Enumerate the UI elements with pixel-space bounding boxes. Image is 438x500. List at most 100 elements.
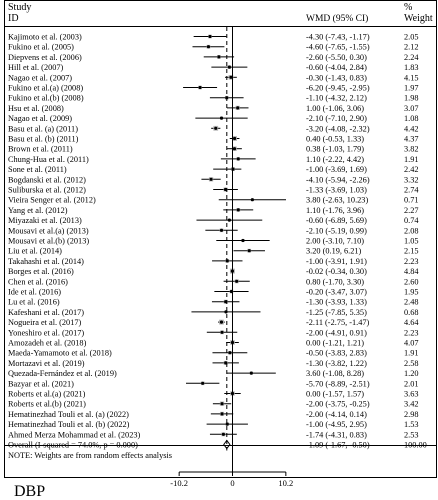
study-point-estimate [220,402,224,406]
study-weight-text: 4.84 [404,267,419,276]
study-ci-text: -0.02 (-0.34, 0.30) [306,267,367,276]
study-weight-text: 2.12 [404,43,419,52]
study-label: Roberts et al.(a) (2021) [8,390,86,399]
header-effect: WMD (95% CI) [306,13,368,24]
study-point-estimate [236,157,240,161]
study-ci-text: -2.10 (-7.10, 2.90) [306,114,367,123]
study-row: Mortazavi et al. (2019) -1.30 (-3.82, 1.2… [8,359,419,368]
header-weight-pct: % [404,2,412,13]
study-row: Sone et al. (2011) -1.00 (-3.69, 1.69) 2.4… [8,165,419,174]
study-point-estimate [232,147,237,151]
study-point-estimate [229,75,233,79]
study-label: Chung-Hua et al. (2011) [8,155,89,164]
study-row: Roberts et al.(b) (2021) -2.00 (-3.75, -0… [8,400,419,409]
study-weight-text: 2.05 [404,33,419,42]
study-row: Amozadeh et al. (2018) 0.00 (-1.21, 1.21)… [8,339,419,348]
study-label: Diepvens et al. (2006) [8,53,82,62]
study-point-estimate [208,34,212,39]
study-ci-text: 1.00 (-1.06, 3.06) [306,104,364,113]
study-weight-text: 3.32 [404,175,419,184]
study-label: Nagao et al. (2009) [8,114,72,123]
study-row: Fukino et al.(a) (2008) -6.20 (-9.45, -2.… [8,84,419,93]
study-label: Bazyar et al. (2021) [8,379,74,388]
x-axis-tick-label: -10.2 [170,478,188,488]
study-label: Fukino et al.(b) (2008) [8,94,84,103]
study-ci-text: -2.11 (-2.75, -1.47) [306,318,370,327]
study-point-estimate [209,177,213,181]
study-ci-text: -0.50 (-3.83, 2.83) [306,349,367,358]
study-weight-text: 3.07 [404,104,419,113]
study-point-estimate [217,55,221,59]
study-ci-text: -1.74 (-4.31, 0.83) [306,430,367,439]
study-ci-text: -0.30 (-1.43, 0.83) [306,73,367,82]
study-point-estimate [232,136,237,141]
study-row: Diepvens et al. (2006) -2.60 (-5.50, 0.30… [8,53,419,62]
study-point-estimate [247,249,251,253]
study-weight-text: 1.83 [404,63,419,72]
study-point-estimate [241,238,245,243]
study-label: Brown et al. (2011) [8,145,73,154]
study-point-estimate [249,371,253,375]
study-point-estimate [224,310,228,314]
study-ci-text: 1.10 (-1.76, 3.96) [306,206,364,215]
weights-note: NOTE: Weights are from random effects an… [8,451,172,460]
study-row: Chen et al. (2016) 0.80 (-1.70, 3.30) 2.60 [8,277,419,286]
study-label: Takahashi et al. (2014) [8,257,84,266]
study-label: Fukino et al.(a) (2008) [8,84,83,93]
study-ci-text: -2.00 (-4.14, 0.14) [306,410,367,419]
study-row: Nagao et al. (2009) -2.10 (-7.10, 2.90) 1.… [8,114,419,123]
study-row: Suliburska et al. (2012) -1.33 (-3.69, 1.… [8,186,419,195]
study-label: Nagao et al. (2007) [8,73,72,82]
header-study: Study [8,2,31,13]
study-ci-text: -4.30 (-7.43, -1.17) [306,33,370,42]
study-weight-text: 1.08 [404,114,419,123]
study-point-estimate [228,351,232,355]
study-weight-text: 1.91 [404,349,419,358]
study-weight-text: 2.74 [404,186,419,195]
header-weight: Weight [404,13,433,24]
study-label: Hematinezhad Touli et al. (b) (2022) [8,420,130,429]
study-weight-text: 1.95 [404,288,419,297]
study-ci-text: 1.10 (-2.22, 4.42) [306,155,364,164]
outcome-label: DBP [14,483,45,500]
study-weight-text: 0.74 [404,216,419,225]
study-label: Mousavi et al.(b) (2013) [8,237,89,246]
study-ci-text: -1.00 (-3.69, 1.69) [306,165,367,174]
study-row: Hematinezhad Touli et al. (b) (2022) -1.0… [8,420,419,429]
study-row: Basu et al. (b) (2011) 0.40 (-0.53, 1.33)… [8,135,419,144]
study-weight-text: 4.42 [404,124,419,133]
study-ci-text: -1.00 (-4.95, 2.95) [306,420,367,429]
study-label: Chen et al. (2016) [8,277,68,286]
study-label: Nogueira et al. (2017) [8,318,81,327]
study-ci-text: -0.20 (-3.47, 3.07) [306,288,367,297]
study-row: Hematinezhad Touli et al. (a) (2022) -2.0… [8,410,419,419]
study-weight-text: 4.07 [404,339,419,348]
x-axis: -10.2 0 10.2 [170,471,293,488]
study-weight-text: 2.15 [404,247,419,256]
study-label: Ahmed Merza Mohammad et al. (2023) [8,430,140,439]
study-weight-text: 2.42 [404,165,419,174]
study-ci-text: 3.60 (-1.08, 8.28) [306,369,364,378]
study-weight-text: 3.82 [404,145,419,154]
study-label: Liu et al. (2014) [8,247,62,256]
study-label: Bogdanski et al. (2012) [8,175,86,184]
study-weight-text: 1.05 [404,237,419,246]
study-row: Nogueira et al. (2017) -2.11 (-2.75, -1.4… [8,318,419,327]
study-point-estimate [220,330,224,334]
study-point-estimate [227,218,231,222]
study-weight-text: 2.23 [404,257,419,266]
study-row: Roberts et al.(a) (2021) 0.00 (-1.57, 1.5… [8,390,419,399]
study-ci-text: -4.60 (-7.65, -1.55) [306,43,370,52]
study-weight-text: 3.63 [404,390,419,399]
study-label: Fukino et al. (2005) [8,43,74,52]
x-axis-tick-label: 10.2 [278,478,293,488]
study-label: Yang et al. (2012) [8,206,68,215]
study-point-estimate [214,126,218,130]
study-weight-text: 2.27 [404,206,419,215]
study-weight-text: 1.91 [404,155,419,164]
study-label: Amozadeh et al. (2018) [8,339,87,348]
study-ci-text: -4.10 (-5.94, -2.26) [306,175,370,184]
study-row: Brown et al. (2011) 0.38 (-1.03, 1.79) 3.8… [8,145,419,154]
study-point-estimate [198,85,202,90]
study-label: Mortazavi et al. (2019) [8,359,85,368]
